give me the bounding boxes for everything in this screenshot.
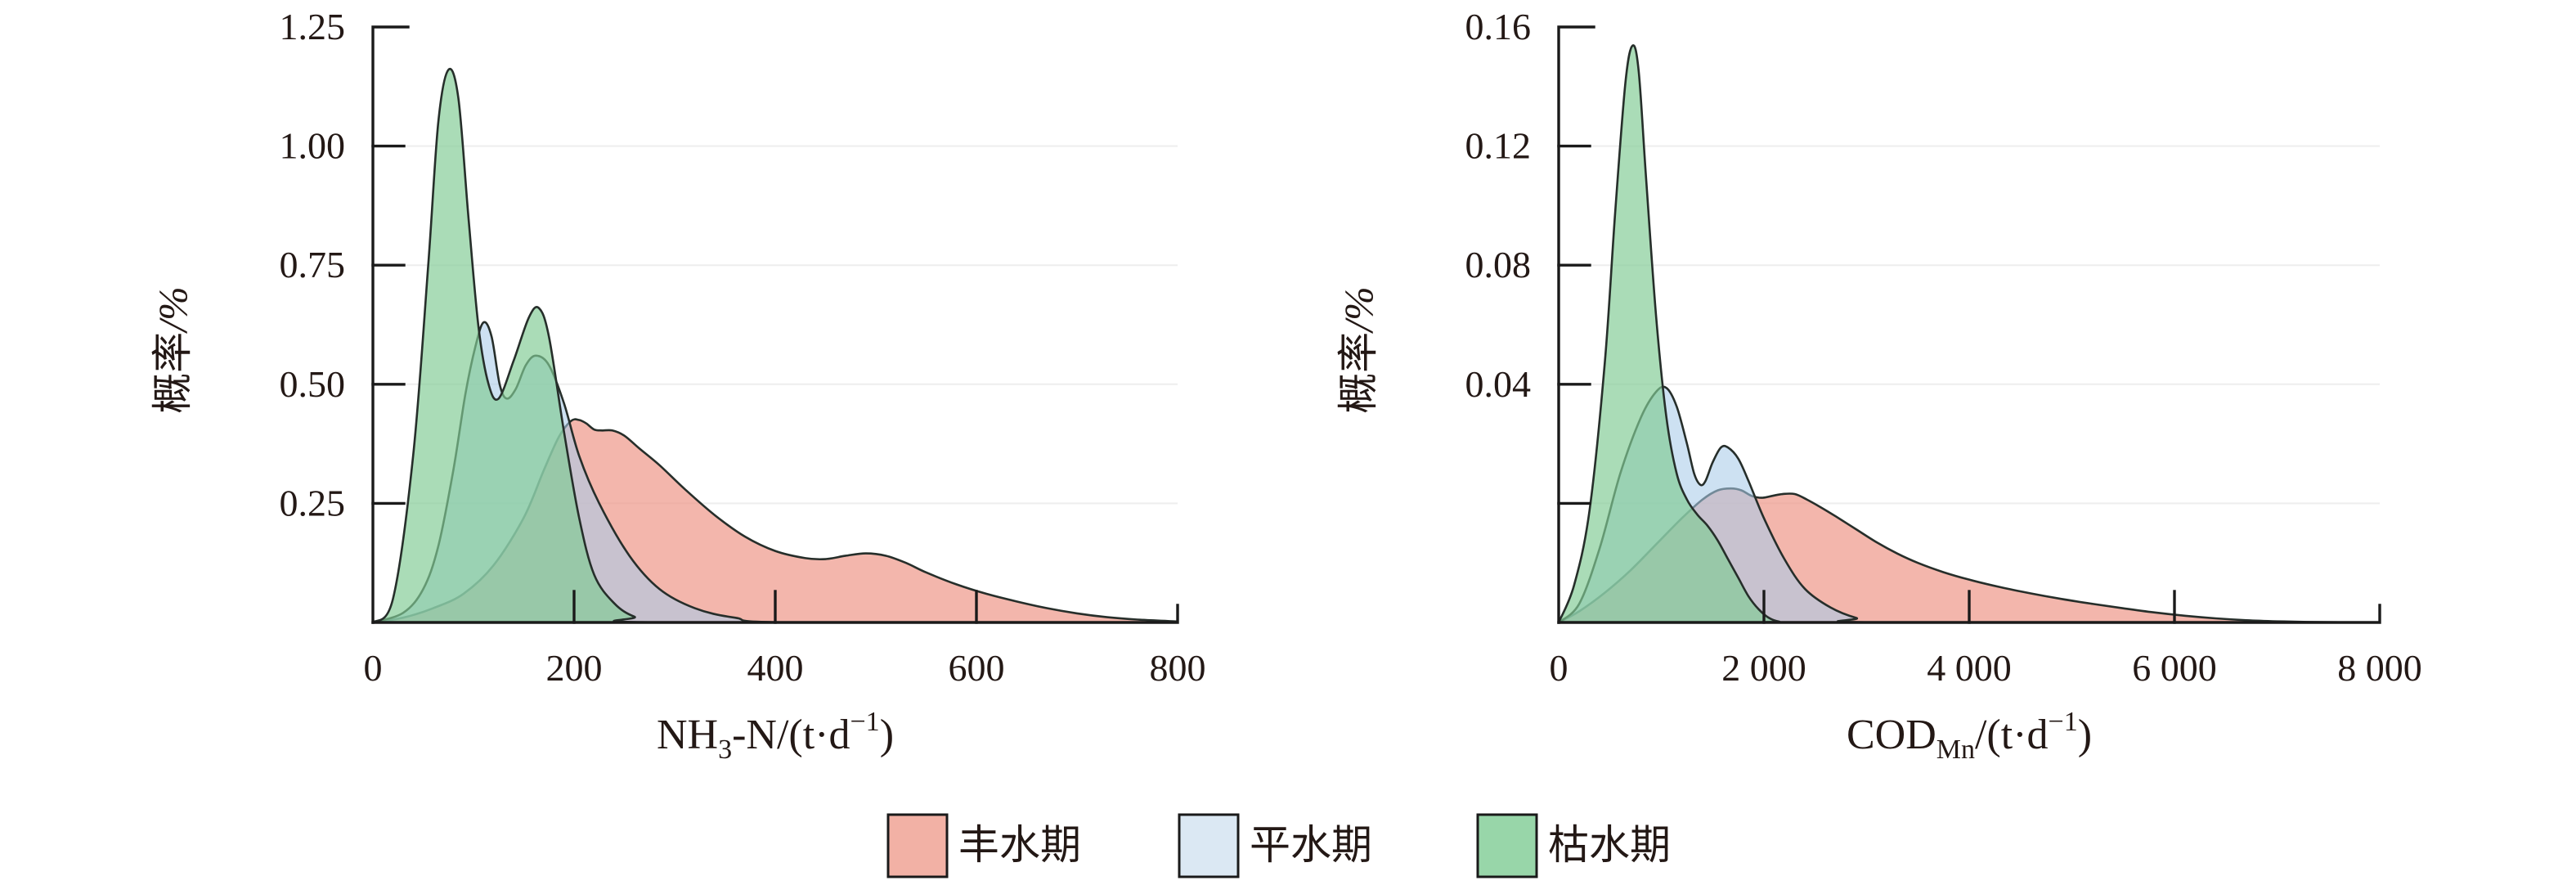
svg-text:0: 0 — [364, 647, 383, 689]
svg-text:0.08: 0.08 — [1465, 244, 1532, 285]
svg-text:0.16: 0.16 — [1465, 6, 1532, 47]
svg-text:6 000: 6 000 — [2132, 647, 2217, 689]
svg-text:2 000: 2 000 — [1721, 647, 1806, 689]
svg-text:200: 200 — [546, 647, 603, 689]
svg-text:800: 800 — [1150, 647, 1206, 689]
svg-text:概率/%: 概率/% — [150, 286, 195, 414]
svg-text:0: 0 — [1550, 647, 1568, 689]
svg-text:0.12: 0.12 — [1465, 125, 1532, 167]
svg-text:0.04: 0.04 — [1465, 363, 1532, 405]
svg-text:0.25: 0.25 — [280, 482, 346, 523]
svg-text:概率/%: 概率/% — [1335, 286, 1381, 414]
svg-text:枯水期: 枯水期 — [1548, 822, 1671, 868]
svg-text:平水期: 平水期 — [1250, 822, 1372, 868]
svg-text:4 000: 4 000 — [1927, 647, 2012, 689]
svg-text:0.50: 0.50 — [280, 363, 346, 405]
svg-text:600: 600 — [949, 647, 1005, 689]
svg-text:丰水期: 丰水期 — [958, 822, 1081, 868]
svg-text:1.25: 1.25 — [280, 6, 346, 47]
svg-text:400: 400 — [747, 647, 804, 689]
svg-text:0.75: 0.75 — [280, 244, 346, 285]
svg-text:1.00: 1.00 — [280, 125, 346, 167]
svg-text:8 000: 8 000 — [2337, 647, 2422, 689]
